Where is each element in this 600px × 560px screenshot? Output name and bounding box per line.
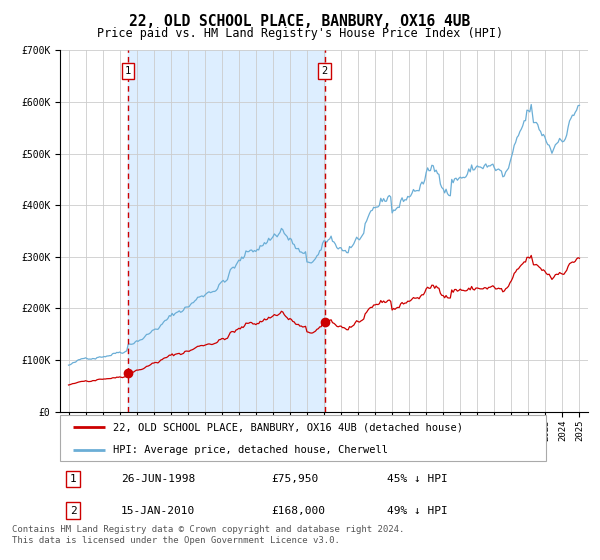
Text: HPI: Average price, detached house, Cherwell: HPI: Average price, detached house, Cher… (113, 445, 388, 455)
FancyBboxPatch shape (60, 416, 546, 461)
Text: 2: 2 (70, 506, 77, 516)
Text: Contains HM Land Registry data © Crown copyright and database right 2024.
This d: Contains HM Land Registry data © Crown c… (12, 525, 404, 545)
Text: 26-JUN-1998: 26-JUN-1998 (121, 474, 195, 484)
Text: 1: 1 (125, 66, 131, 76)
Text: 2: 2 (322, 66, 328, 76)
Text: 22, OLD SCHOOL PLACE, BANBURY, OX16 4UB: 22, OLD SCHOOL PLACE, BANBURY, OX16 4UB (130, 14, 470, 29)
Bar (128, 50, 325, 412)
Text: 22, OLD SCHOOL PLACE, BANBURY, OX16 4UB (detached house): 22, OLD SCHOOL PLACE, BANBURY, OX16 4UB … (113, 422, 463, 432)
Text: Price paid vs. HM Land Registry's House Price Index (HPI): Price paid vs. HM Land Registry's House … (97, 27, 503, 40)
Text: 45% ↓ HPI: 45% ↓ HPI (388, 474, 448, 484)
Text: 1: 1 (70, 474, 77, 484)
Text: £75,950: £75,950 (271, 474, 319, 484)
Text: 15-JAN-2010: 15-JAN-2010 (121, 506, 195, 516)
Text: £168,000: £168,000 (271, 506, 325, 516)
Text: 49% ↓ HPI: 49% ↓ HPI (388, 506, 448, 516)
